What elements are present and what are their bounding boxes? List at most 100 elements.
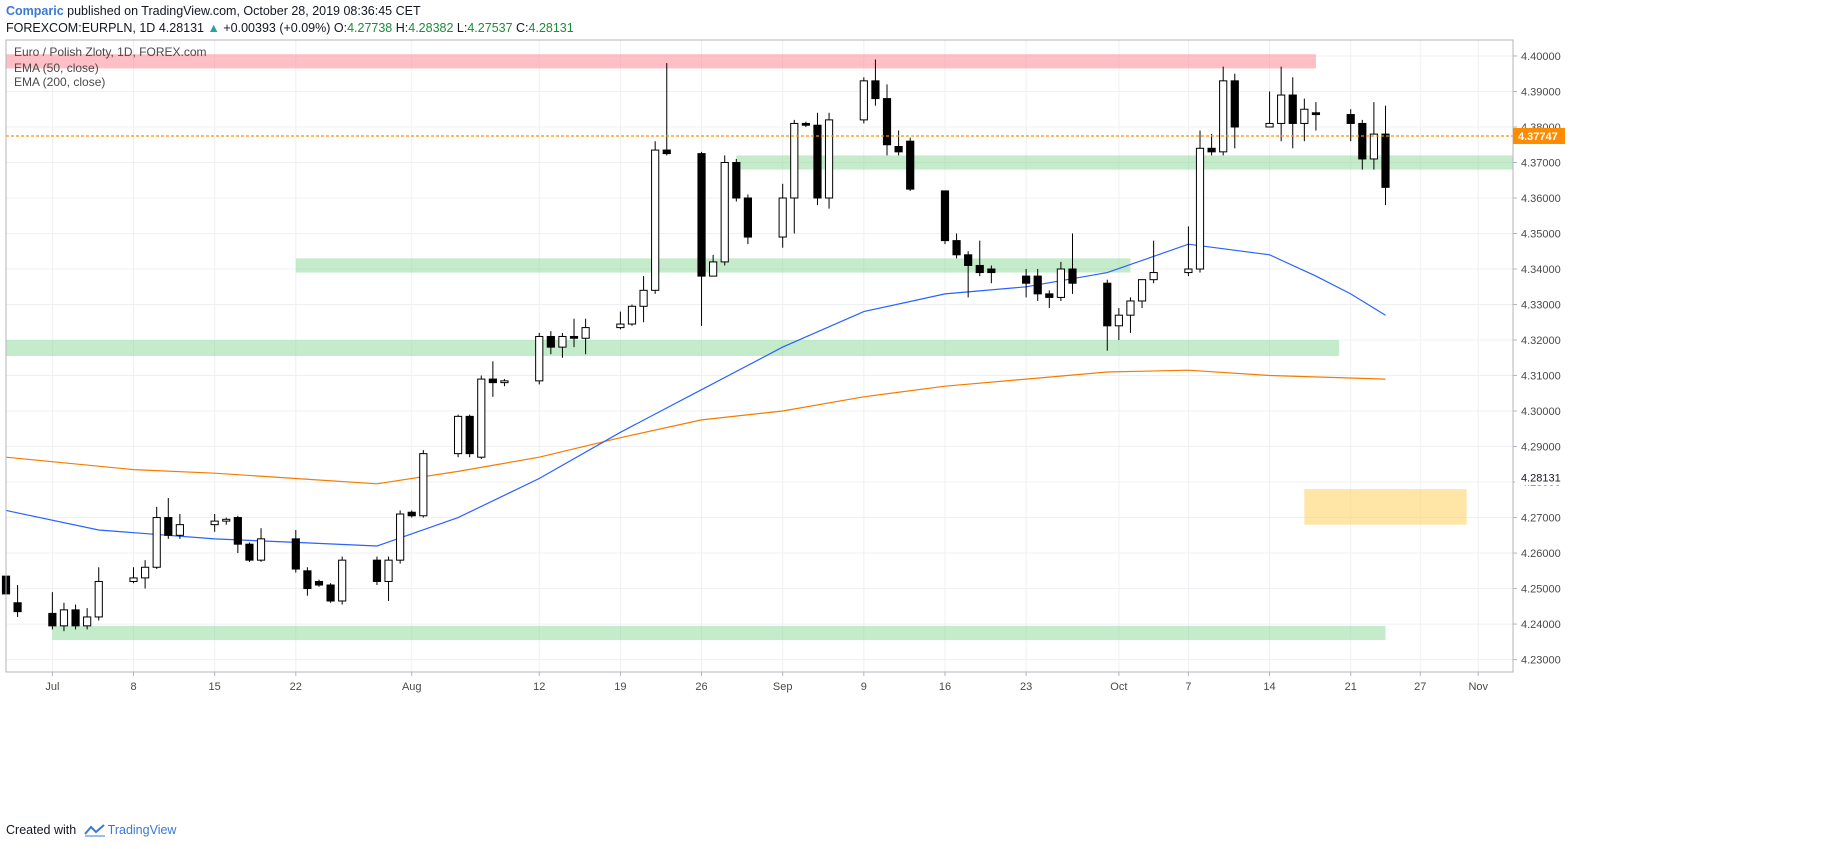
- zone-support: [6, 340, 1340, 356]
- candle: [651, 141, 660, 294]
- candle-body: [1184, 268, 1193, 274]
- candle: [882, 84, 892, 156]
- candle: [326, 583, 335, 603]
- x-tick-label: Aug: [402, 681, 422, 693]
- candle: [964, 251, 973, 298]
- candle: [222, 517, 231, 525]
- candle-body: [720, 161, 729, 263]
- candle-body: [639, 289, 648, 307]
- candle: [1219, 66, 1228, 156]
- candle-body: [488, 378, 497, 384]
- candle: [871, 59, 880, 106]
- price-line-tag: [1513, 127, 1565, 144]
- candle: [1381, 105, 1390, 206]
- candle: [732, 158, 741, 202]
- candle: [1265, 91, 1274, 128]
- candle-body: [94, 580, 103, 618]
- candle: [801, 121, 810, 127]
- candle: [569, 318, 579, 348]
- candle: [396, 510, 405, 564]
- price-tags: 4.37747 4.28131: [1513, 127, 1565, 486]
- symbol-label: FOREXCOM:EURPLN, 1D: [6, 21, 156, 35]
- candle: [59, 602, 69, 632]
- candle-body: [964, 254, 973, 266]
- candle-body: [581, 327, 590, 339]
- candle-body: [396, 513, 405, 561]
- candle: [1346, 109, 1355, 142]
- candle-body: [894, 146, 903, 153]
- up-arrow-icon: ▲: [207, 21, 220, 35]
- candle: [1358, 119, 1367, 170]
- candle: [48, 592, 57, 630]
- candle: [813, 112, 822, 206]
- candle-body: [210, 520, 219, 526]
- zone-support: [736, 155, 1513, 170]
- candle: [1033, 269, 1042, 301]
- candle: [245, 542, 254, 562]
- zones: [6, 54, 1513, 641]
- candle: [894, 130, 903, 156]
- x-tick-label: 12: [533, 681, 545, 693]
- candle: [743, 194, 753, 245]
- candle-body: [1265, 122, 1274, 128]
- candle-body: [1300, 108, 1309, 124]
- last-value: 4.28131: [158, 21, 205, 35]
- candle-body: [419, 453, 428, 517]
- x-tick-label: 15: [209, 681, 221, 693]
- candle-body: [1277, 94, 1286, 124]
- candle: [1195, 130, 1205, 273]
- candle: [1288, 77, 1297, 149]
- candle: [465, 414, 474, 458]
- candle-body: [454, 415, 463, 455]
- candle: [1207, 134, 1216, 156]
- candle-body: [256, 538, 266, 561]
- y-tick-label: 4.39000: [1521, 86, 1561, 98]
- candle-body: [13, 602, 22, 613]
- candle-body: [987, 268, 996, 274]
- candle: [1022, 269, 1031, 298]
- candle-body: [743, 197, 753, 238]
- x-tick-label: 9: [861, 681, 867, 693]
- candle: [790, 119, 799, 234]
- candle: [303, 567, 312, 596]
- candle: [477, 375, 486, 459]
- y-tick-label: 4.32000: [1521, 335, 1561, 347]
- candle: [662, 63, 671, 156]
- candle-body: [975, 264, 984, 274]
- candle: [152, 506, 161, 570]
- candle: [419, 450, 428, 518]
- tradingview-link[interactable]: TradingView: [107, 823, 177, 837]
- candle-body: [1068, 268, 1077, 284]
- candle-body: [48, 612, 57, 627]
- candle-body: [1114, 314, 1123, 327]
- candle-body: [326, 584, 335, 602]
- candle-body: [407, 511, 416, 517]
- candle: [546, 331, 555, 355]
- candle-body: [384, 559, 393, 582]
- candle: [314, 579, 324, 587]
- y-tick-label: 4.35000: [1521, 229, 1561, 241]
- y-tick-label: 4.25000: [1521, 584, 1561, 596]
- y-tick-label: 4.26000: [1521, 548, 1561, 560]
- candle: [581, 318, 590, 355]
- y-tick-label: 4.37000: [1521, 157, 1561, 169]
- candle-body: [291, 538, 300, 570]
- zone-resistance: [6, 54, 1316, 69]
- candle-body: [546, 335, 555, 348]
- candle: [709, 254, 718, 277]
- candle: [859, 77, 868, 124]
- x-tick-label: 26: [695, 681, 707, 693]
- candle-body: [222, 518, 231, 522]
- candle: [627, 304, 637, 326]
- candle: [616, 311, 625, 330]
- candle: [291, 529, 300, 573]
- candle-body: [1288, 94, 1297, 124]
- x-tick-label: 8: [130, 681, 136, 693]
- candle: [1300, 98, 1309, 142]
- zone-support: [52, 625, 1386, 641]
- candle: [1230, 73, 1239, 149]
- y-tick-label: 4.31000: [1521, 371, 1561, 383]
- author-link[interactable]: Comparic: [6, 4, 64, 18]
- candle-body: [71, 609, 80, 627]
- low-label: L:: [456, 21, 468, 35]
